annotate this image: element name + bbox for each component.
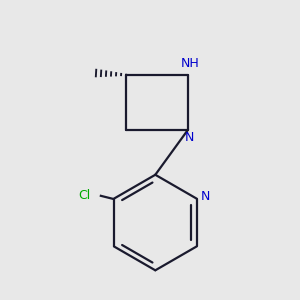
Text: N: N (185, 131, 194, 144)
Text: Cl: Cl (78, 189, 90, 202)
Text: N: N (201, 190, 210, 203)
Text: NH: NH (180, 57, 199, 70)
